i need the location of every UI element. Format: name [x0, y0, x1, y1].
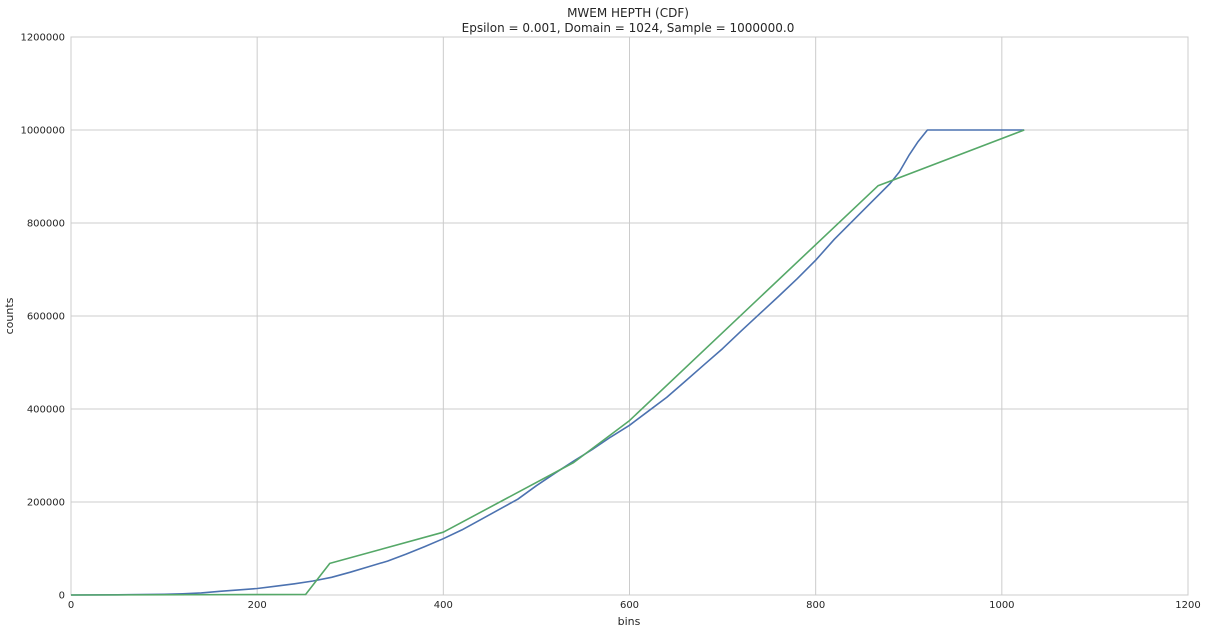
y-tick-label-2: 400000: [27, 405, 65, 416]
chart-subtitle: Epsilon = 0.001, Domain = 1024, Sample =…: [462, 21, 795, 35]
plot-area: [70, 36, 1189, 596]
y-tick-label-3: 600000: [27, 312, 65, 323]
x-tick-label-3: 600: [620, 600, 639, 611]
y-tick-label-6: 1200000: [20, 33, 65, 44]
y-tick-label-4: 800000: [27, 219, 65, 230]
y-tick-label-1: 200000: [27, 498, 65, 509]
series-line-0: [70, 129, 1025, 596]
x-tick-label-1: 200: [248, 600, 267, 611]
y-tick-label-5: 1000000: [20, 126, 65, 137]
x-tick-label-5: 1000: [989, 600, 1014, 611]
series-lines: [70, 129, 1025, 596]
grid-lines: [70, 36, 1189, 596]
y-tick-label-0: 0: [59, 591, 65, 602]
chart-title: MWEM HEPTH (CDF): [567, 6, 689, 20]
series-line-1: [70, 129, 1025, 596]
y-axis-label: counts: [3, 297, 16, 334]
x-tick-label-2: 400: [434, 600, 453, 611]
x-tick-label-0: 0: [68, 600, 74, 611]
x-axis-label: bins: [618, 615, 641, 628]
x-tick-label-6: 1200: [1175, 600, 1200, 611]
tick-labels: 0 200 400 600 800 1000 1200 0 200000 400000 600000…: [20, 33, 1200, 612]
x-tick-label-4: 800: [806, 600, 825, 611]
